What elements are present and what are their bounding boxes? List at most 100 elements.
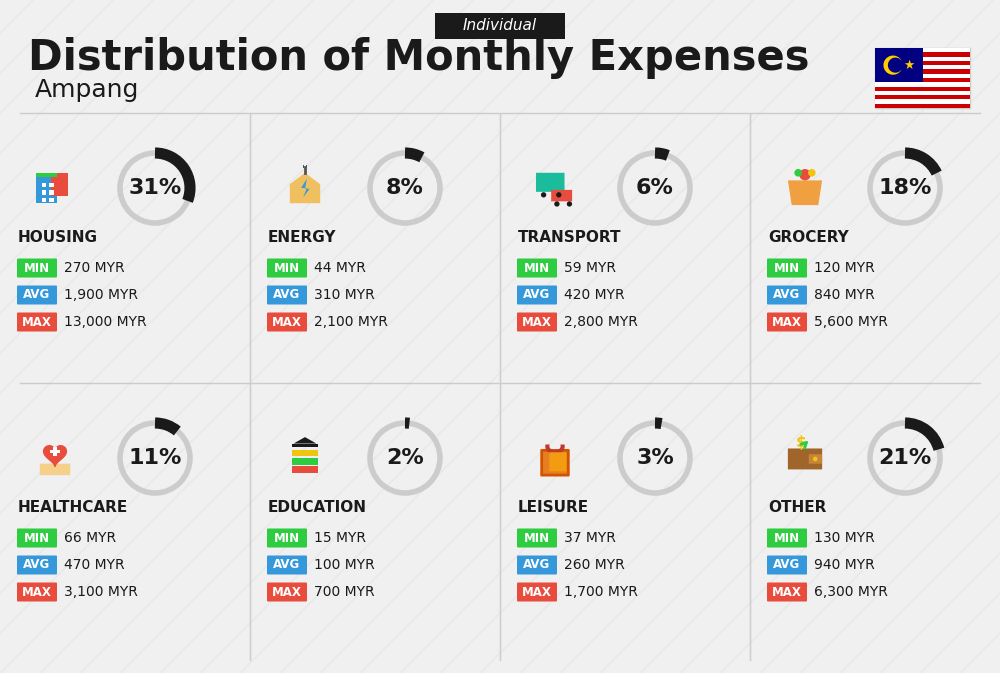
Bar: [875, 52, 970, 57]
Text: $: $: [796, 435, 807, 450]
Bar: [49, 198, 54, 203]
Text: 31%: 31%: [128, 178, 182, 198]
Text: 13,000 MYR: 13,000 MYR: [64, 315, 147, 329]
Text: TRANSPORT: TRANSPORT: [518, 230, 622, 246]
Text: 700 MYR: 700 MYR: [314, 585, 375, 599]
Circle shape: [541, 192, 546, 197]
Bar: [50, 450, 60, 454]
Bar: [875, 69, 970, 74]
FancyBboxPatch shape: [517, 312, 557, 332]
Bar: [875, 82, 970, 87]
FancyBboxPatch shape: [267, 285, 307, 304]
FancyBboxPatch shape: [875, 48, 970, 108]
FancyBboxPatch shape: [17, 285, 57, 304]
FancyBboxPatch shape: [267, 555, 307, 575]
Polygon shape: [788, 180, 822, 205]
Text: 18%: 18%: [878, 178, 932, 198]
Text: AVG: AVG: [523, 289, 551, 302]
Text: AVG: AVG: [773, 289, 801, 302]
Text: 940 MYR: 940 MYR: [814, 558, 875, 572]
FancyBboxPatch shape: [267, 312, 307, 332]
Circle shape: [799, 169, 811, 180]
FancyBboxPatch shape: [767, 258, 807, 277]
Bar: [875, 87, 970, 91]
Text: 2%: 2%: [386, 448, 424, 468]
Text: LEISURE: LEISURE: [518, 501, 589, 516]
Bar: [875, 57, 970, 61]
Circle shape: [567, 201, 572, 207]
FancyBboxPatch shape: [17, 583, 57, 602]
Text: 59 MYR: 59 MYR: [564, 261, 616, 275]
Bar: [42, 198, 46, 203]
Text: Individual: Individual: [463, 17, 537, 32]
Bar: [875, 78, 970, 82]
Bar: [42, 190, 46, 195]
Bar: [51, 173, 68, 196]
Text: MIN: MIN: [274, 262, 300, 275]
FancyBboxPatch shape: [40, 464, 70, 475]
FancyBboxPatch shape: [17, 258, 57, 277]
Text: 3,100 MYR: 3,100 MYR: [64, 585, 138, 599]
Polygon shape: [290, 173, 320, 203]
Text: ENERGY: ENERGY: [268, 230, 336, 246]
Circle shape: [554, 201, 560, 207]
Text: 840 MYR: 840 MYR: [814, 288, 875, 302]
Text: MIN: MIN: [274, 532, 300, 544]
Text: MAX: MAX: [22, 586, 52, 598]
Bar: [292, 450, 318, 456]
Bar: [36, 173, 57, 176]
FancyBboxPatch shape: [542, 450, 568, 475]
Text: MIN: MIN: [774, 532, 800, 544]
FancyBboxPatch shape: [551, 190, 572, 201]
Polygon shape: [301, 178, 310, 197]
Text: Ampang: Ampang: [35, 78, 139, 102]
FancyBboxPatch shape: [517, 258, 557, 277]
Text: MIN: MIN: [524, 262, 550, 275]
Bar: [53, 447, 57, 456]
Text: OTHER: OTHER: [768, 501, 826, 516]
Text: 3%: 3%: [636, 448, 674, 468]
Bar: [875, 95, 970, 100]
Text: 15 MYR: 15 MYR: [314, 531, 366, 545]
FancyBboxPatch shape: [549, 452, 566, 471]
Polygon shape: [44, 446, 66, 466]
FancyBboxPatch shape: [267, 583, 307, 602]
Circle shape: [794, 169, 802, 176]
FancyBboxPatch shape: [517, 583, 557, 602]
FancyBboxPatch shape: [767, 528, 807, 548]
Text: 6,300 MYR: 6,300 MYR: [814, 585, 888, 599]
FancyBboxPatch shape: [267, 528, 307, 548]
Bar: [49, 182, 54, 187]
Text: 2,100 MYR: 2,100 MYR: [314, 315, 388, 329]
Text: MIN: MIN: [24, 532, 50, 544]
Text: 310 MYR: 310 MYR: [314, 288, 375, 302]
Bar: [875, 104, 970, 108]
Text: ★: ★: [904, 59, 915, 71]
Text: 8%: 8%: [386, 178, 424, 198]
Text: 270 MYR: 270 MYR: [64, 261, 125, 275]
Bar: [306, 165, 307, 168]
Text: 1,700 MYR: 1,700 MYR: [564, 585, 638, 599]
Polygon shape: [294, 437, 316, 444]
Text: 120 MYR: 120 MYR: [814, 261, 875, 275]
FancyBboxPatch shape: [517, 285, 557, 304]
Text: 44 MYR: 44 MYR: [314, 261, 366, 275]
Bar: [36, 173, 57, 203]
FancyBboxPatch shape: [536, 173, 565, 192]
FancyBboxPatch shape: [435, 13, 565, 39]
Circle shape: [813, 457, 818, 461]
Bar: [303, 165, 304, 168]
Text: MIN: MIN: [524, 532, 550, 544]
Text: AVG: AVG: [23, 289, 51, 302]
Bar: [292, 466, 318, 473]
Text: 100 MYR: 100 MYR: [314, 558, 375, 572]
Bar: [875, 65, 970, 69]
Text: EDUCATION: EDUCATION: [268, 501, 367, 516]
Text: 21%: 21%: [878, 448, 932, 468]
Text: MAX: MAX: [772, 316, 802, 328]
Text: AVG: AVG: [773, 559, 801, 571]
Text: MAX: MAX: [772, 586, 802, 598]
Wedge shape: [883, 56, 901, 75]
Bar: [875, 48, 970, 52]
Wedge shape: [888, 58, 902, 73]
